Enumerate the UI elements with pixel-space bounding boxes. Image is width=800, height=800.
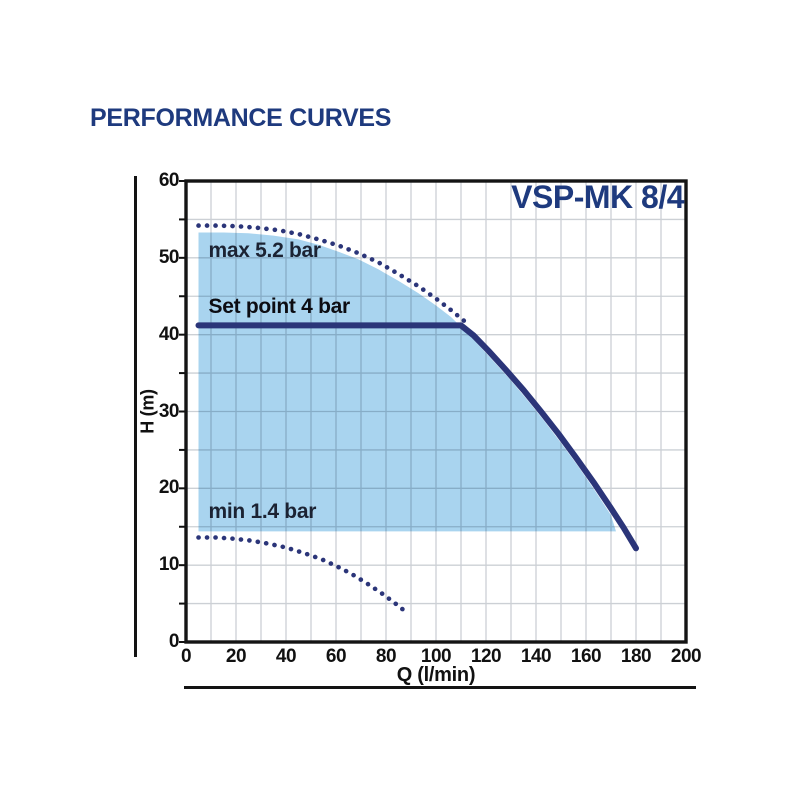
y-tick-label: 0 xyxy=(168,631,180,652)
x-tick-label: 80 xyxy=(375,646,397,667)
y-tick-label: 60 xyxy=(158,170,180,191)
max-5.2-bar-curve xyxy=(196,223,469,325)
x-tick-label: 0 xyxy=(180,646,192,667)
x-tick-label: 200 xyxy=(670,646,702,667)
x-tick-label: 20 xyxy=(225,646,247,667)
set-point-4-bar-curve xyxy=(195,322,639,552)
x-axis-title: Q (l/min) xyxy=(396,664,476,686)
left-axis-rule xyxy=(134,176,137,657)
y-tick-label: 20 xyxy=(158,477,180,499)
y-tick-label: 50 xyxy=(158,246,180,268)
x-tick-label: 160 xyxy=(570,646,602,667)
x-tick-label: 60 xyxy=(325,646,347,667)
annotation-min-pressure: min 1.4 bar xyxy=(208,500,317,524)
x-tick-label: 40 xyxy=(275,646,297,667)
y-tick-label: 10 xyxy=(158,554,180,576)
y-tick-label: 30 xyxy=(158,400,180,422)
min-1.4-bar-curve xyxy=(196,535,409,615)
pump-model-label: VSP-MK 8/4 xyxy=(511,179,684,215)
annotation-set-point: Set point 4 bar xyxy=(208,295,351,319)
x-tick-label: 100 xyxy=(420,646,452,667)
x-tick-label: 140 xyxy=(520,646,552,667)
plot-frame xyxy=(184,179,688,644)
y-tick-label: 40 xyxy=(158,323,180,345)
y-axis-title: H (m) xyxy=(137,389,158,434)
x-tick-label: 180 xyxy=(620,646,652,667)
x-tick-label: 120 xyxy=(470,646,502,667)
page-title: PERFORMANCE CURVES xyxy=(90,104,392,132)
bottom-rule xyxy=(184,686,696,689)
annotation-max-pressure: max 5.2 bar xyxy=(208,239,322,263)
